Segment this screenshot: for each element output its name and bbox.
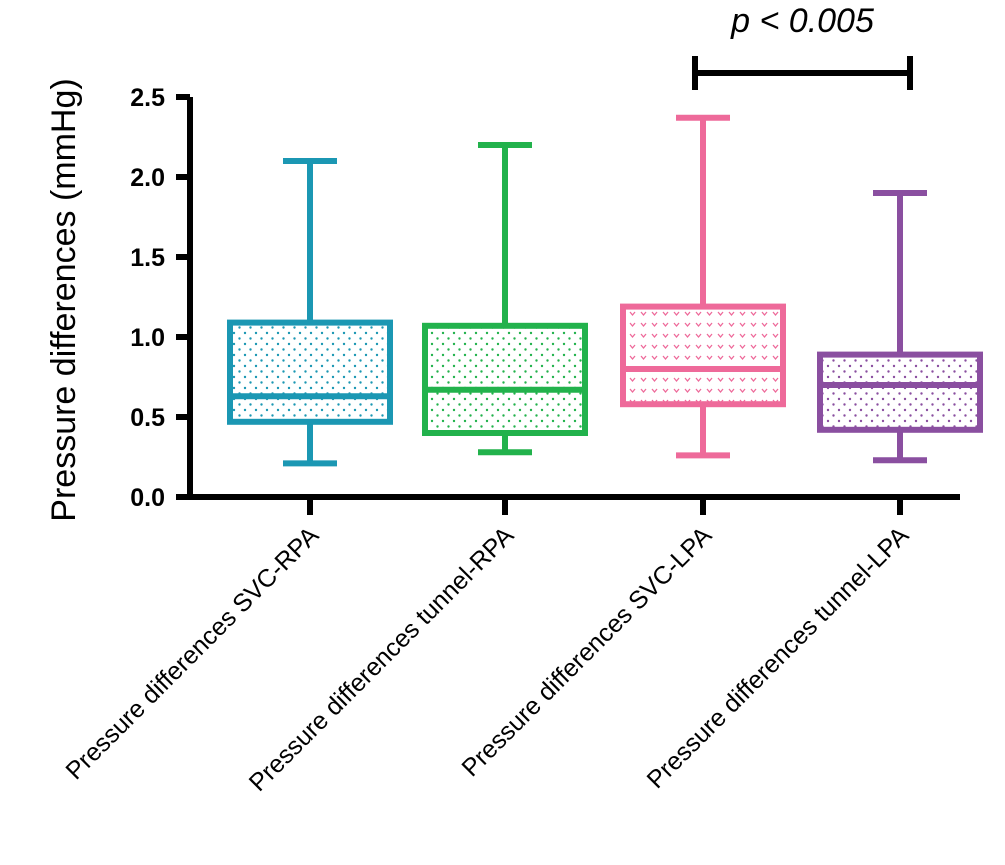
box-group-2 xyxy=(422,142,588,456)
box-group-4 xyxy=(817,190,983,464)
y-tick-label-5: 2.5 xyxy=(130,84,165,112)
y-tick-label-0: 0.0 xyxy=(130,484,165,512)
box-iqr-4 xyxy=(817,351,983,433)
y-tick-label-1: 0.5 xyxy=(130,404,165,432)
y-tick-label-2: 1.0 xyxy=(130,324,165,352)
significance-label: p < 0.005 xyxy=(730,2,874,40)
box-iqr-3 xyxy=(620,303,786,408)
y-tick-label-3: 1.5 xyxy=(130,244,165,272)
y-tick-label-4: 2.0 xyxy=(130,164,165,192)
box-iqr-1 xyxy=(227,319,393,425)
y-axis-title: Pressure differences (mmHg) xyxy=(45,78,83,521)
box-group-3 xyxy=(620,114,786,459)
box-group-1 xyxy=(227,158,393,467)
box-iqr-2 xyxy=(422,322,588,436)
